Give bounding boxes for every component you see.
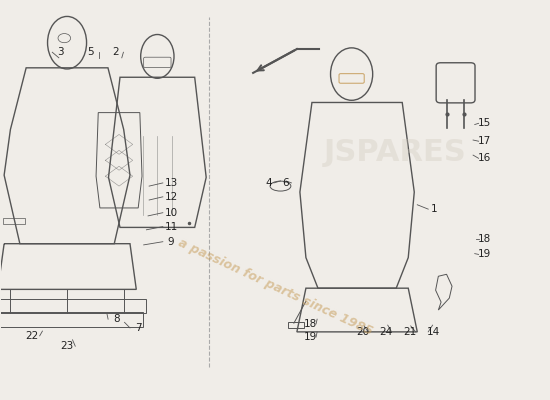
Text: 14: 14 bbox=[427, 327, 441, 337]
Text: 10: 10 bbox=[164, 208, 178, 218]
Text: 11: 11 bbox=[164, 222, 178, 232]
Text: 20: 20 bbox=[356, 327, 369, 337]
Text: 8: 8 bbox=[113, 314, 119, 324]
Text: 17: 17 bbox=[477, 136, 491, 146]
Text: 3: 3 bbox=[57, 47, 64, 57]
Text: 5: 5 bbox=[87, 47, 94, 57]
Text: 7: 7 bbox=[135, 323, 141, 333]
Text: JSPARES: JSPARES bbox=[324, 138, 467, 167]
Text: 22: 22 bbox=[25, 331, 38, 341]
Text: 18: 18 bbox=[304, 319, 317, 329]
Bar bbox=[3, 218, 25, 224]
Text: 24: 24 bbox=[379, 327, 393, 337]
Text: 12: 12 bbox=[164, 192, 178, 202]
Text: 9: 9 bbox=[168, 237, 174, 247]
Text: 4: 4 bbox=[265, 178, 272, 188]
Text: 6: 6 bbox=[283, 178, 289, 188]
Text: 19: 19 bbox=[477, 250, 491, 260]
Bar bbox=[0, 312, 142, 327]
Text: 21: 21 bbox=[404, 327, 417, 337]
Text: 16: 16 bbox=[477, 153, 491, 163]
Text: a passion for parts since 1985: a passion for parts since 1985 bbox=[175, 236, 375, 338]
Text: 19: 19 bbox=[304, 332, 317, 342]
Text: 15: 15 bbox=[477, 118, 491, 128]
Text: 1: 1 bbox=[431, 204, 437, 214]
Text: 13: 13 bbox=[164, 178, 178, 188]
Text: 2: 2 bbox=[112, 47, 118, 57]
Bar bbox=[0, 299, 146, 313]
Text: 23: 23 bbox=[60, 341, 74, 351]
Text: 18: 18 bbox=[477, 234, 491, 244]
Bar bbox=[288, 322, 304, 328]
